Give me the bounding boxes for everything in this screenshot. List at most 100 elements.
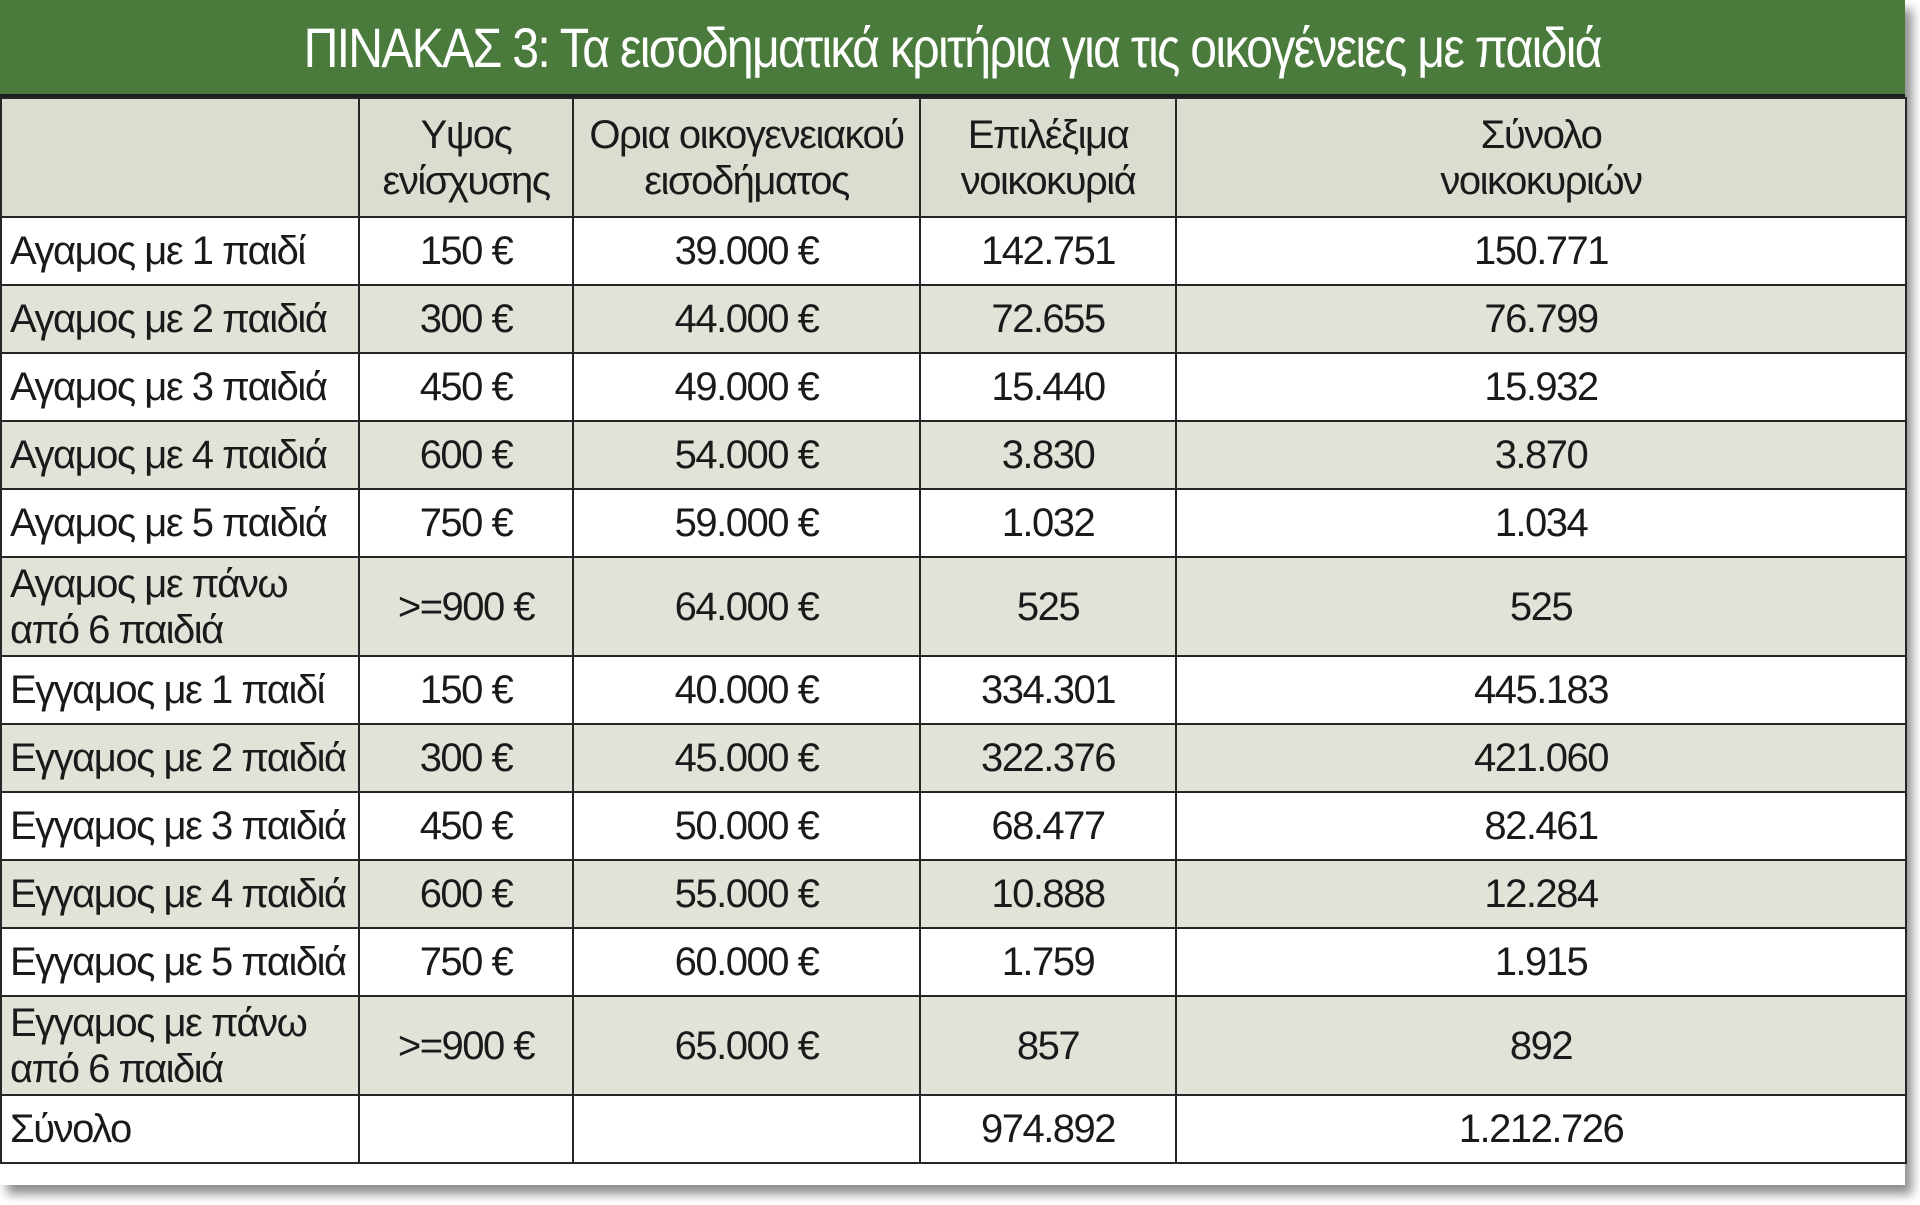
row-label-line: Αγαμος με 4 παιδιά: [10, 433, 328, 477]
table-row: Αγαμος με 2 παιδιά 300 €44.000 €72.655 76.…: [0, 284, 1907, 354]
income-limit-cell: 59.000 €: [572, 488, 921, 558]
income-limit-cell: 54.000 €: [572, 420, 921, 490]
eligible-households-cell: 10.888: [919, 859, 1177, 929]
row-label-line: από 6 παιδιά: [10, 607, 224, 652]
income-limit-cell: 50.000 €: [572, 791, 921, 861]
eligible-households-cell: 1.032: [919, 488, 1177, 558]
row-label-cell: Αγαμος με 1 παιδί: [0, 216, 360, 286]
eligible-households-cell: 3.830: [919, 420, 1177, 490]
total-households-cell: 82.461: [1175, 791, 1907, 861]
row-label-cell: Εγγαμος με 3 παιδιά: [0, 791, 360, 861]
table-row: Αγαμος με 5 παιδιά 750 €59.000 €1.032 1.03…: [0, 488, 1907, 558]
support-amount-cell: 450 €: [358, 352, 574, 422]
header-support-amount: Υψος ενίσχυσης: [358, 97, 574, 218]
eligible-households-cell: 15.440: [919, 352, 1177, 422]
support-amount-cell: 750 €: [358, 488, 574, 558]
total-households-cell: 1.915: [1175, 927, 1907, 997]
row-label-line: Εγγαμος με 4 παιδιά: [10, 872, 347, 916]
income-limit-cell: 45.000 €: [572, 723, 921, 793]
table-row: Εγγαμος με 3 παιδιά 450 €50.000 €68.477 82…: [0, 791, 1907, 861]
income-limit-cell: 60.000 €: [572, 927, 921, 997]
row-label-line: από 6 παιδιά: [10, 1046, 224, 1091]
eligible-households-cell: 525: [919, 556, 1177, 657]
header-text-line: ενίσχυσης: [382, 158, 552, 203]
row-label-line: Αγαμος με 1 παιδί: [10, 229, 306, 273]
table-body: Αγαμος με 1 παιδί 150 € 39.000 €142.751 150…: [0, 216, 1907, 1164]
support-amount-cell: 150 €: [358, 655, 574, 725]
income-limit-cell: 49.000 €: [572, 352, 921, 422]
row-label-cell: Αγαμος με 4 παιδιά: [0, 420, 360, 490]
total-households-cell: 15.932: [1175, 352, 1907, 422]
total-households-cell: 1.212.726: [1175, 1094, 1907, 1164]
header-income-limit: Ορια οικογενειακού εισοδήματος: [572, 97, 921, 218]
row-label-cell: Εγγαμος με 5 παιδιά: [0, 927, 360, 997]
row-label-cell: Αγαμος με 3 παιδιά: [0, 352, 360, 422]
table-row: Αγαμος με πάνω από 6 παιδιά >=900 €64.000 …: [0, 556, 1907, 657]
row-label-line: Εγγαμος με πάνω: [10, 1000, 308, 1045]
support-amount-cell: 600 €: [358, 420, 574, 490]
title-bar: ΠΙΝΑΚΑΣ 3: Τα εισοδηματικά κριτήρια για …: [0, 0, 1905, 97]
header-text-line: Σύνολο: [1480, 112, 1603, 157]
row-label-line: Εγγαμος με 2 παιδιά: [10, 736, 347, 780]
income-limit-cell: 40.000 €: [572, 655, 921, 725]
eligible-households-cell: 857: [919, 995, 1177, 1096]
row-label-line: Εγγαμος με 5 παιδιά: [10, 940, 347, 984]
income-limit-cell: [572, 1094, 921, 1164]
header-eligible-households: Επιλέξιμα νοικοκυριά: [919, 97, 1177, 218]
eligible-households-cell: 322.376: [919, 723, 1177, 793]
table-figure: ΠΙΝΑΚΑΣ 3: Τα εισοδηματικά κριτήρια για …: [0, 0, 1907, 1164]
support-amount-cell: 300 €: [358, 284, 574, 354]
income-limit-cell: 55.000 €: [572, 859, 921, 929]
support-amount-cell: [358, 1094, 574, 1164]
header-text-line: εισοδήματος: [644, 158, 850, 203]
total-households-cell: 892: [1175, 995, 1907, 1096]
row-label-cell: Αγαμος με 5 παιδιά: [0, 488, 360, 558]
total-households-cell: 445.183: [1175, 655, 1907, 725]
row-label-line: Αγαμος με 5 παιδιά: [10, 501, 328, 545]
table-row: Αγαμος με 4 παιδιά 600 €54.000 €3.830 3.87…: [0, 420, 1907, 490]
income-criteria-table: Υψος ενίσχυσης Ορια οικογενειακού εισοδήματ…: [0, 97, 1907, 1164]
income-limit-cell: 64.000 €: [572, 556, 921, 657]
income-limit-cell: 44.000 €: [572, 284, 921, 354]
row-label-cell: Εγγαμος με 1 παιδί: [0, 655, 360, 725]
table-row: Εγγαμος με 1 παιδί 150 €40.000 €334.301 44…: [0, 655, 1907, 725]
table-row: Αγαμος με 1 παιδί 150 €39.000 €142.751 150…: [0, 216, 1907, 286]
income-limit-cell: 39.000 €: [572, 216, 921, 286]
eligible-households-cell: 68.477: [919, 791, 1177, 861]
eligible-households-cell: 72.655: [919, 284, 1177, 354]
table-row: Σύνολο 974.892 1.212.726: [0, 1094, 1907, 1164]
table-row: Εγγαμος με 4 παιδιά 600 €55.000 €10.888 12…: [0, 859, 1907, 929]
header-text-line: Υψος: [420, 112, 513, 157]
total-households-cell: 421.060: [1175, 723, 1907, 793]
row-label-cell: Σύνολο: [0, 1094, 360, 1164]
table-row: Αγαμος με 3 παιδιά 450 €49.000 €15.440 15.…: [0, 352, 1907, 422]
total-households-cell: 150.771: [1175, 216, 1907, 286]
row-label-line: Αγαμος με πάνω: [10, 561, 289, 606]
header-text-line: Επιλέξιμα: [967, 112, 1130, 157]
support-amount-cell: 300 €: [358, 723, 574, 793]
total-households-cell: 525: [1175, 556, 1907, 657]
header-row-label: [0, 97, 360, 218]
support-amount-cell: >=900 €: [358, 995, 574, 1096]
row-label-cell: Αγαμος με πάνω από 6 παιδιά: [0, 556, 360, 657]
total-households-cell: 1.034: [1175, 488, 1907, 558]
table-row: Εγγαμος με πάνω από 6 παιδιά >=900 €65.000…: [0, 995, 1907, 1096]
row-label-line: Εγγαμος με 3 παιδιά: [10, 804, 347, 848]
header-total-households: Σύνολο νοικοκυριών: [1175, 97, 1907, 218]
row-label-cell: Αγαμος με 2 παιδιά: [0, 284, 360, 354]
total-households-cell: 76.799: [1175, 284, 1907, 354]
row-label-cell: Εγγαμος με 4 παιδιά: [0, 859, 360, 929]
row-label-line: Αγαμος με 2 παιδιά: [10, 297, 328, 341]
income-limit-cell: 65.000 €: [572, 995, 921, 1096]
header-text-line: Ορια οικογενειακού: [589, 112, 905, 157]
eligible-households-cell: 1.759: [919, 927, 1177, 997]
row-label-cell: Εγγαμος με 2 παιδιά: [0, 723, 360, 793]
eligible-households-cell: 142.751: [919, 216, 1177, 286]
header-text-line: νοικοκυριών: [1440, 158, 1643, 203]
total-households-cell: 3.870: [1175, 420, 1907, 490]
eligible-households-cell: 334.301: [919, 655, 1177, 725]
table-row: Εγγαμος με 2 παιδιά 300 €45.000 €322.376 4…: [0, 723, 1907, 793]
support-amount-cell: >=900 €: [358, 556, 574, 657]
header-text-line: νοικοκυριά: [960, 158, 1137, 203]
table-row: Εγγαμος με 5 παιδιά 750 €60.000 €1.759 1.9…: [0, 927, 1907, 997]
